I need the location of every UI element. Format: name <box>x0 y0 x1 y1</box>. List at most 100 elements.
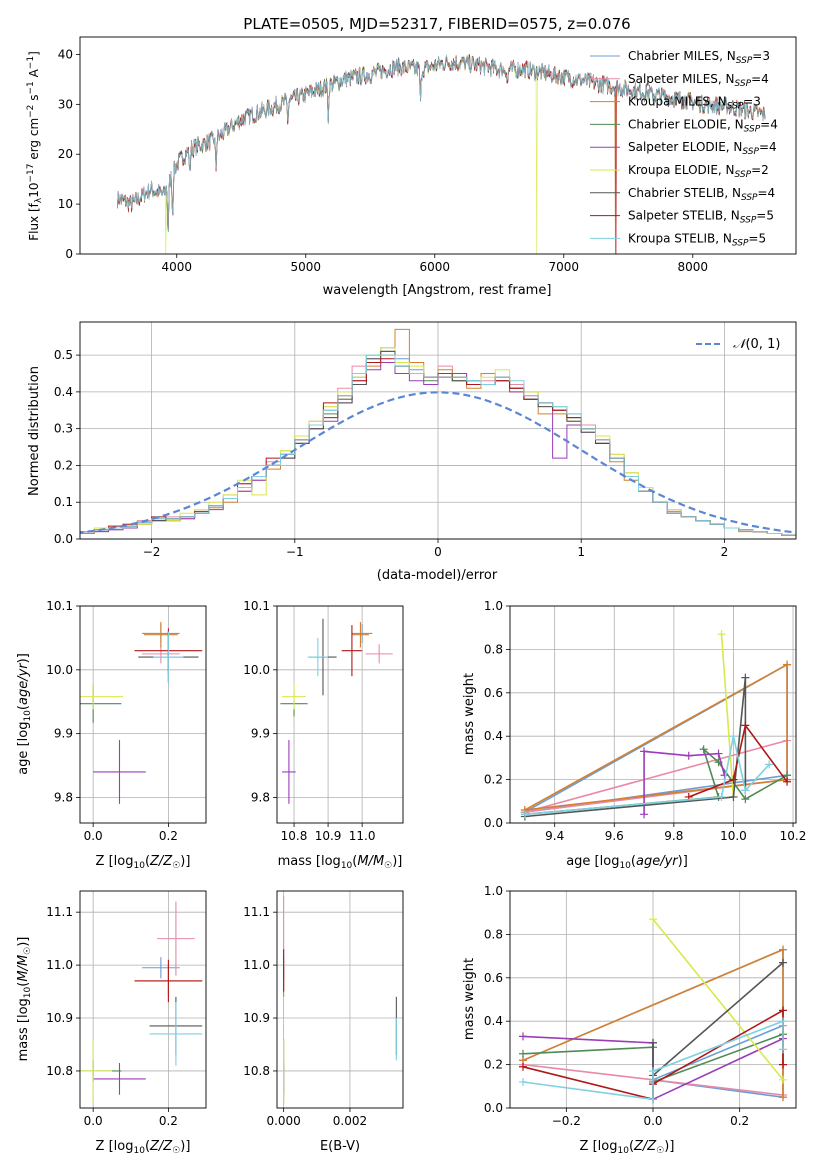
plot-marks <box>80 328 796 536</box>
weight-point-marker <box>779 1006 787 1015</box>
y-tick-label: 11.1 <box>243 905 270 919</box>
y-tick-label: 0.4 <box>54 385 73 399</box>
mass-vs-z-ylabel: mass [log10(M/M☉)] <box>16 937 33 1062</box>
x-tick-label: 5000 <box>290 260 321 274</box>
normal-curve <box>80 391 796 534</box>
spectrum-series-3 <box>117 56 766 254</box>
weight-point-marker <box>741 795 750 804</box>
plot-marks <box>117 53 766 254</box>
weight-point-marker <box>779 958 787 967</box>
residuals-plot: −2 −1 0 1 2 0.0 0.1 0.2 0.3 0.4 0.5 <box>54 321 797 559</box>
weight-point-marker <box>520 810 529 819</box>
plot-marks <box>280 618 393 804</box>
weight-point-marker <box>649 1095 657 1104</box>
y-tick-label: 0.0 <box>484 1101 503 1115</box>
weight-point-marker <box>783 660 792 669</box>
age-vs-mass-xlabel: mass [log10(M/M☉)] <box>278 854 403 871</box>
x-tick-label: 0.2 <box>159 1114 178 1128</box>
spectrum-legend: Chabrier MILES, NSSP=3 Salpeter MILES, NS… <box>590 49 778 248</box>
x-tick-label: 0.0 <box>84 829 103 843</box>
x-tick-label: −0.2 <box>552 1114 581 1128</box>
weight-point-marker <box>741 786 750 795</box>
y-tick-label: 20 <box>58 147 73 161</box>
weight-vs-z-plot: −0.2 0.0 0.2 0.0 0.2 0.4 0.6 0.8 1.0 <box>484 884 797 1128</box>
x-tick-label: 9.8 <box>664 829 683 843</box>
y-tick-label: 40 <box>58 47 73 61</box>
spectrum-series-9 <box>117 54 766 233</box>
plot-marks <box>80 901 203 1103</box>
y-tick-label: 0.4 <box>484 1014 503 1028</box>
mass-vs-ebv-xlabel: E(B-V) <box>320 1139 360 1154</box>
weight-point-marker <box>714 749 723 758</box>
plot-frame <box>79 321 797 540</box>
weight-series-6 <box>720 634 735 798</box>
y-tick-label: 0.5 <box>54 348 73 362</box>
normal-legend-label: 𝒩(0, 1) <box>733 337 780 352</box>
x-tick-label: 9.6 <box>605 829 624 843</box>
spectrum-legend-label: Chabrier ELODIE, NSSP=4 <box>628 117 778 134</box>
mass-vs-z-plot: 0.0 0.2 10.8 10.9 11.0 11.1 <box>46 890 207 1128</box>
y-tick-label: 30 <box>58 97 73 111</box>
residuals-legend: 𝒩(0, 1) <box>696 337 780 352</box>
spectrum-legend-label: Salpeter MILES, NSSP=4 <box>628 72 769 89</box>
spectrum-xlabel: wavelength [Angstrom, rest frame] <box>323 283 552 298</box>
y-tick-label: 0.1 <box>54 495 73 509</box>
mass-vs-ebv-plot: 0.000 0.002 10.8 10.9 11.0 11.1 <box>243 890 404 1128</box>
x-tick-label: 9.4 <box>545 829 564 843</box>
y-tick-label: 10 <box>58 197 73 211</box>
x-tick-label: 10.2 <box>780 829 807 843</box>
weight-vs-age-plot: 9.4 9.6 9.8 10.0 10.2 0.0 0.2 0.4 0.6 0.8 1.0 <box>484 599 806 843</box>
spectrum-title: PLATE=0505, MJD=52317, FIBERID=0575, z=0… <box>243 15 630 33</box>
weight-series-2 <box>524 739 788 813</box>
weight-point-marker <box>684 751 693 760</box>
weight-point-marker <box>779 1075 787 1084</box>
x-tick-label: 0 <box>434 545 442 559</box>
y-tick-label: 0.0 <box>54 532 73 546</box>
x-tick-label: 8000 <box>678 260 709 274</box>
weight-point-marker <box>741 721 750 730</box>
y-tick-label: 10.1 <box>46 599 73 613</box>
spectrum-legend-label: Salpeter STELIB, NSSP=5 <box>628 209 774 226</box>
y-tick-label: 10.9 <box>243 1011 270 1025</box>
weight-point-marker <box>640 747 649 756</box>
spectrum-plot: 4000 5000 6000 7000 8000 0 10 20 30 40 <box>58 36 797 274</box>
x-tick-label: 0.0 <box>643 1114 662 1128</box>
weight-point-marker <box>717 792 726 801</box>
weight-point-marker <box>729 775 738 784</box>
plot-marks <box>520 630 792 821</box>
weight-point-marker <box>779 1017 787 1026</box>
y-tick-label: 0.3 <box>54 422 73 436</box>
age-vs-mass-plot: 10.8 10.9 11.0 9.8 9.9 10.0 10.1 <box>243 599 404 843</box>
plot-frame <box>79 36 797 255</box>
y-tick-label: 11.1 <box>46 905 73 919</box>
weight-series-7 <box>524 677 747 818</box>
weight-point-marker <box>699 745 708 754</box>
y-tick-label: 0.6 <box>484 686 503 700</box>
spectrum-legend-label: Kroupa ELODIE, NSSP=2 <box>628 163 769 180</box>
x-tick-label: 10.0 <box>720 829 747 843</box>
histogram-series-9 <box>80 354 796 536</box>
x-tick-label: 10.8 <box>281 829 308 843</box>
weight-point-marker <box>649 915 657 924</box>
y-tick-label: 0.8 <box>484 642 503 656</box>
residuals-xlabel: (data-model)/error <box>377 568 498 583</box>
x-tick-label: 1 <box>577 545 585 559</box>
weight-point-marker <box>640 810 649 819</box>
y-tick-label: 1.0 <box>484 599 503 613</box>
y-tick-label: 0.0 <box>484 816 503 830</box>
x-tick-label: 6000 <box>420 260 451 274</box>
y-tick-label: 10.0 <box>46 663 73 677</box>
weight-point-marker <box>519 1049 527 1058</box>
plot-frame <box>509 605 797 824</box>
spectrum-legend-label: Chabrier MILES, NSSP=3 <box>628 49 770 66</box>
weight-point-marker <box>779 1060 787 1069</box>
y-tick-label: 0.2 <box>54 458 73 472</box>
weight-point-marker <box>649 1038 657 1047</box>
y-tick-label: 10.0 <box>243 663 270 677</box>
weight-point-marker <box>649 1067 657 1076</box>
y-tick-label: 9.8 <box>54 790 73 804</box>
weight-vs-z-ylabel: mass weight <box>462 958 477 1040</box>
weight-point-marker <box>729 732 738 741</box>
y-tick-label: 11.0 <box>46 958 73 972</box>
